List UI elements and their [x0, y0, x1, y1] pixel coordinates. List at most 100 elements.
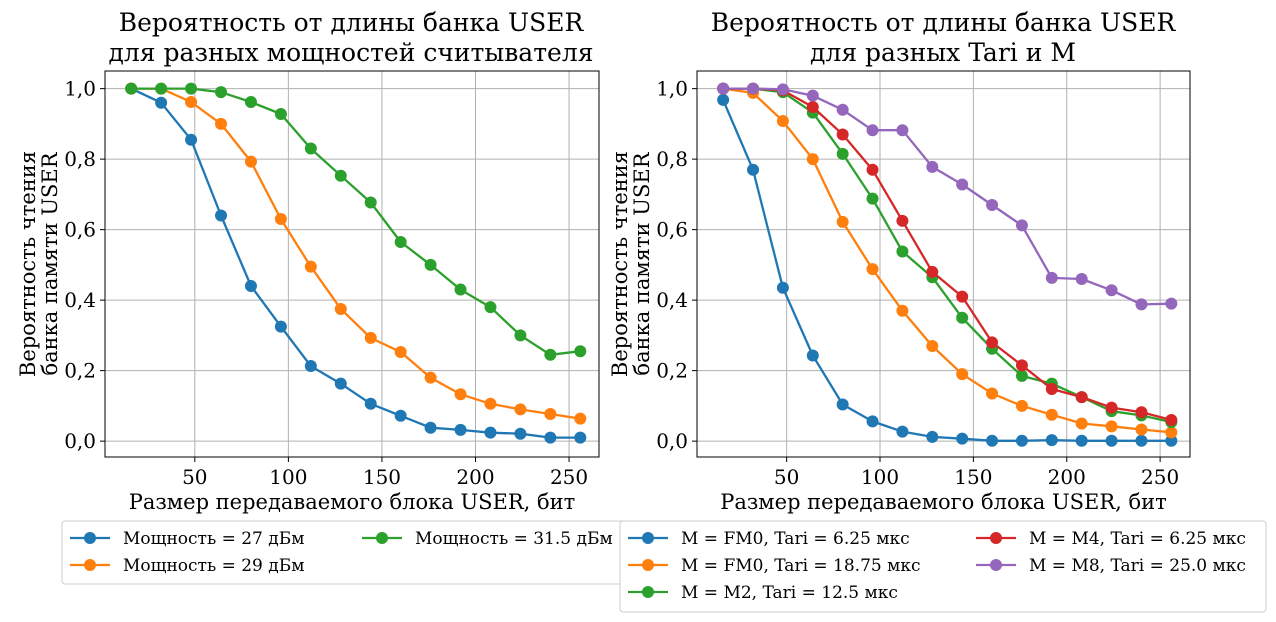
plot-frame: [104, 70, 600, 458]
data-point: [956, 290, 969, 303]
data-point: [304, 260, 317, 273]
data-point: [1015, 434, 1028, 447]
chart-subtitle: для разных Tari и M: [810, 38, 1076, 67]
legend-entry: Мощность = 29 дБм: [123, 556, 304, 576]
data-point: [215, 86, 228, 99]
data-point: [747, 163, 760, 176]
data-point: [215, 117, 228, 130]
data-point: [747, 82, 760, 95]
data-point: [155, 96, 168, 109]
y-tick-label: 0,8: [64, 147, 96, 171]
y-tick-label: 0,4: [64, 288, 96, 312]
legend-entry: Мощность = 27 дБм: [123, 529, 304, 549]
data-point: [544, 407, 557, 420]
data-point: [776, 83, 789, 96]
data-point: [274, 108, 287, 121]
data-point: [1105, 420, 1118, 433]
legend-frame: [619, 520, 1267, 613]
data-point: [1015, 399, 1028, 412]
data-point: [986, 387, 999, 400]
data-point: [334, 302, 347, 315]
x-tick-label: 100: [861, 465, 899, 489]
y-tick-label: 0,0: [656, 429, 688, 453]
data-point: [866, 163, 879, 176]
data-point: [896, 124, 909, 137]
data-point: [215, 209, 228, 222]
data-point: [274, 213, 287, 226]
data-point: [394, 235, 407, 248]
data-point: [1135, 434, 1148, 447]
data-point: [1165, 426, 1178, 439]
legend-marker: [84, 559, 96, 571]
data-point: [125, 82, 138, 95]
data-point: [454, 423, 467, 436]
y-tick-label: 0,2: [656, 359, 688, 383]
data-point: [806, 153, 819, 166]
data-point: [574, 431, 587, 444]
chart-panel-2: 50 100 150 200 250 0,0 0,2 0,4 0,6 0,8 1,0 Вероятно…: [608, 8, 1191, 514]
data-point: [806, 100, 819, 113]
data-point: [364, 397, 377, 410]
data-point: [1075, 434, 1088, 447]
data-point: [514, 427, 527, 440]
legend-entry: M = FM0, Tari = 18.75 мкс: [681, 556, 921, 576]
data-point: [185, 96, 198, 109]
data-point: [424, 258, 437, 271]
data-point: [304, 360, 317, 373]
series-line: [722, 99, 1172, 442]
data-point: [514, 403, 527, 416]
data-point: [956, 178, 969, 191]
y-tick-label: 1,0: [64, 77, 96, 101]
y-tick-label: 0,8: [656, 147, 688, 171]
data-point: [454, 388, 467, 401]
y-tick-label: 0,4: [656, 288, 688, 312]
data-point: [484, 301, 497, 314]
data-point: [574, 412, 587, 425]
chart-title: Вероятность от длины банка USER: [711, 8, 1177, 37]
series-line: [131, 87, 581, 420]
data-point: [896, 304, 909, 317]
data-point: [544, 431, 557, 444]
data-point: [896, 425, 909, 438]
data-point: [1075, 417, 1088, 430]
x-tick-label: 150: [954, 465, 992, 489]
data-point: [574, 345, 587, 358]
legend-entry: M = M4, Tari = 6.25 мкс: [1029, 529, 1246, 549]
legend-entry: M = FM0, Tari = 6.25 мкс: [681, 529, 910, 549]
y-tick-label: 0,2: [64, 359, 96, 383]
data-point: [836, 398, 849, 411]
legend-entry: M = M2, Tari = 12.5 мкс: [681, 583, 898, 603]
data-point: [1045, 434, 1058, 447]
chart-panel-1: 50 100 150 200 250 0,0 0,2 0,4 0,6 0,8 1,0 Вероятно…: [16, 8, 600, 514]
data-point: [836, 147, 849, 160]
plot-frame: [696, 70, 1191, 458]
data-point: [1015, 369, 1028, 382]
series-line: [130, 87, 581, 439]
x-tick-label: 150: [363, 465, 401, 489]
chart-title: Вероятность от длины банка USER: [119, 8, 585, 37]
data-point: [1135, 406, 1148, 419]
data-point: [185, 133, 198, 146]
chart-subtitle: для разных мощностей считывателя: [108, 38, 593, 67]
legend-marker: [990, 559, 1002, 571]
data-point: [155, 82, 168, 95]
data-point: [956, 432, 969, 445]
series-line: [723, 87, 1172, 424]
data-point: [1015, 219, 1028, 232]
legend-1: Мощность = 27 дБм Мощность = 29 дБм Мощнос…: [61, 520, 636, 585]
data-point: [1105, 434, 1118, 447]
data-point: [836, 103, 849, 116]
data-point: [776, 281, 789, 294]
data-point: [1015, 359, 1028, 372]
data-point: [866, 415, 879, 428]
data-point: [484, 426, 497, 439]
data-point: [424, 371, 437, 384]
series-line: [131, 87, 581, 356]
data-point: [274, 320, 287, 333]
data-point: [244, 155, 257, 168]
data-point: [364, 331, 377, 344]
data-point: [1165, 297, 1178, 310]
data-point: [926, 339, 939, 352]
data-point: [806, 89, 819, 102]
data-point: [1075, 272, 1088, 285]
